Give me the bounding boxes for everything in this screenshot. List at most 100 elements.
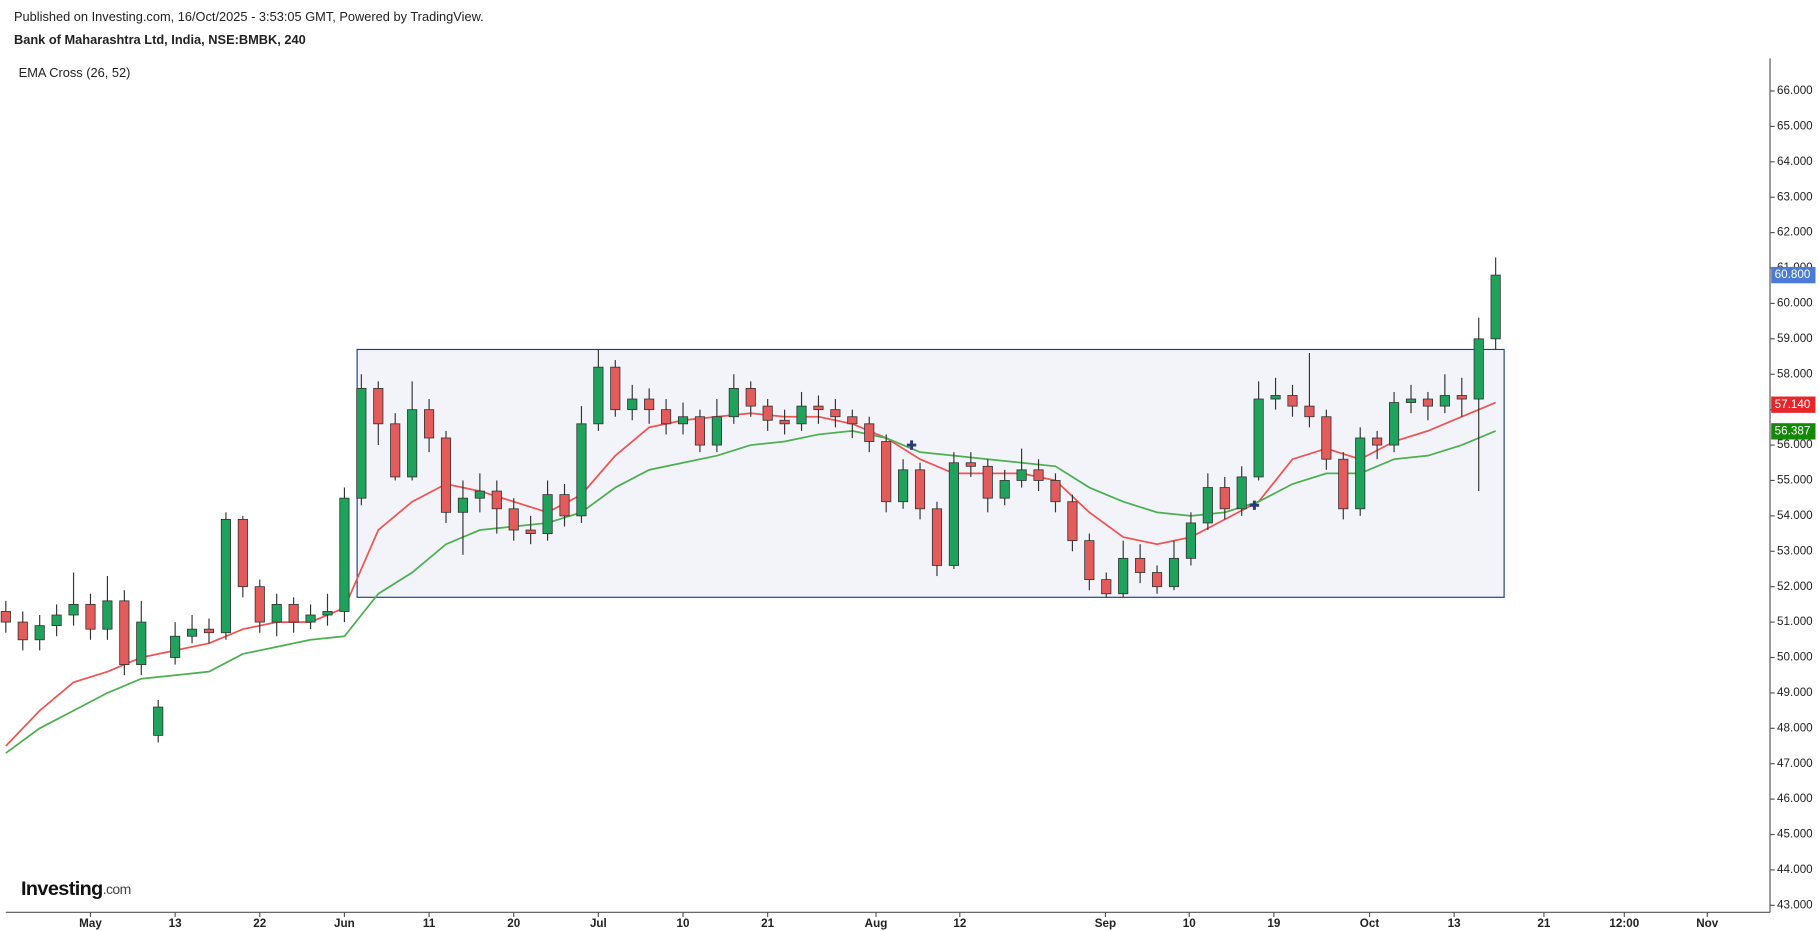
x-tick-label: Nov: [1696, 917, 1719, 930]
logo-suffix: .com: [103, 881, 131, 897]
candle-body: [1253, 398, 1264, 478]
y-tick-label: 66.000: [1777, 84, 1813, 97]
candle-body: [305, 614, 316, 623]
candle-body: [711, 416, 722, 446]
candle-body: [491, 490, 502, 510]
y-tick-label: 55.000: [1777, 474, 1813, 487]
price-label: 57.140: [1775, 398, 1811, 411]
x-tick-label: Jul: [590, 917, 607, 930]
candle-body: [1151, 572, 1163, 588]
price-label-box: [1771, 396, 1816, 413]
candle-body: [153, 706, 164, 736]
y-tick-label: 45.000: [1777, 828, 1813, 841]
candle-body: [914, 469, 926, 510]
candle-body: [186, 628, 198, 637]
candle-body: [356, 388, 367, 499]
candle-body: [339, 497, 350, 612]
cross-marker: [906, 440, 917, 450]
candle-body: [1236, 476, 1247, 510]
candle-body: [1338, 458, 1349, 510]
candle-body: [1219, 487, 1230, 510]
y-tick-label: 60.000: [1777, 297, 1813, 310]
candle-body: [288, 603, 299, 623]
candle-body: [254, 586, 265, 623]
candle-body: [1490, 274, 1501, 340]
price-label-box: [1771, 423, 1816, 440]
candle-body: [593, 366, 604, 425]
candle-body: [1270, 395, 1281, 400]
y-tick-label: 48.000: [1777, 721, 1813, 734]
candle-body: [677, 416, 689, 425]
x-tick-label: May: [79, 917, 102, 930]
candle-body: [576, 423, 587, 517]
y-tick-label: 50.000: [1777, 651, 1813, 664]
cross-marker: [1249, 500, 1260, 510]
x-tick-label: 10: [677, 917, 690, 930]
candle-body: [881, 441, 892, 503]
candle-body: [1118, 557, 1129, 595]
y-tick-label: 43.000: [1777, 898, 1813, 911]
candle-body: [1168, 557, 1180, 588]
candle-body: [51, 614, 62, 627]
ema-line: [5, 430, 1496, 754]
logo: Investing.com: [21, 878, 131, 900]
candle-body: [1456, 395, 1467, 400]
candle-body: [1067, 501, 1078, 542]
x-tick-label: 21: [1537, 917, 1550, 930]
x-tick-label: 10: [1183, 917, 1196, 930]
candle-body: [1422, 398, 1433, 407]
candle-body: [390, 423, 401, 478]
candle-body: [424, 409, 435, 439]
candle-body: [170, 635, 181, 658]
candle-body: [796, 405, 807, 425]
candle-body: [1135, 557, 1146, 573]
candle-body: [559, 494, 570, 517]
candle-body: [1355, 437, 1366, 510]
candle-body: [982, 465, 993, 499]
candle-body: [644, 398, 655, 411]
candle-body: [525, 529, 536, 534]
x-tick-label: 13: [1448, 917, 1461, 930]
candle-body: [1439, 395, 1450, 407]
symbol-title: Bank of Maharashtra Ltd, India, NSE:BMBK…: [14, 32, 306, 47]
candle-body: [610, 366, 621, 411]
candle-body: [203, 628, 215, 634]
candle-body: [508, 508, 519, 531]
candle-body: [119, 600, 130, 665]
candle-body: [373, 388, 384, 425]
candle-body: [694, 416, 706, 446]
candle-body: [102, 600, 113, 630]
candle-body: [1287, 395, 1298, 407]
candle-body: [1033, 469, 1044, 481]
y-tick-label: 56.000: [1777, 438, 1813, 451]
y-tick-label: 49.000: [1777, 686, 1813, 699]
x-tick-label: 21: [761, 917, 774, 930]
candle-body: [457, 497, 468, 513]
logo-brand: Investing: [21, 878, 103, 900]
candle-body: [779, 419, 790, 425]
candle-body: [948, 462, 959, 566]
candle-body: [271, 603, 282, 623]
x-tick-label: Oct: [1360, 917, 1380, 930]
candle-body: [1185, 522, 1196, 559]
candle-body: [0, 611, 11, 623]
x-tick-label: Sep: [1095, 917, 1116, 930]
x-tick-label: 20: [507, 917, 520, 930]
x-tick-label: 12: [953, 917, 966, 930]
candle-body: [931, 508, 943, 566]
y-tick-label: 46.000: [1777, 792, 1813, 805]
y-tick-label: 65.000: [1777, 119, 1813, 132]
x-tick-label: 13: [169, 917, 182, 930]
candle-body: [813, 405, 824, 411]
y-tick-label: 62.000: [1777, 226, 1813, 239]
x-tick-label: 12:00: [1609, 917, 1639, 930]
y-tick-label: 53.000: [1777, 544, 1813, 557]
x-tick-label: Jun: [334, 917, 355, 930]
candle-body: [440, 437, 452, 513]
candle-body: [627, 398, 638, 411]
candle-body: [1405, 398, 1417, 403]
candle-body: [1372, 437, 1383, 446]
y-tick-label: 54.000: [1777, 509, 1813, 522]
x-tick-label: 19: [1267, 917, 1280, 930]
